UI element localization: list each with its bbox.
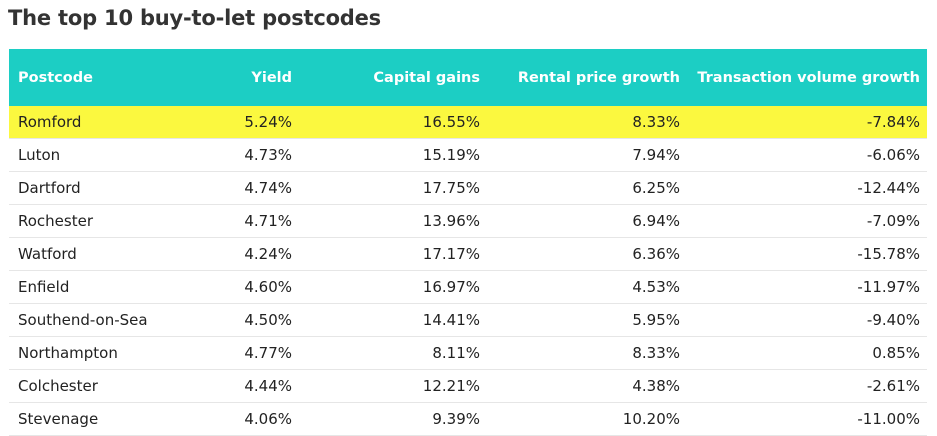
capital-gains-cell: 14.41% (299, 303, 487, 337)
postcode-cell: Rochester (9, 204, 205, 238)
capital-gains-cell: 16.97% (299, 270, 487, 304)
capital-gains-cell: 16.55% (299, 106, 487, 139)
postcode-cell: Southend-on-Sea (9, 303, 205, 337)
postcode-cell: Enfield (9, 270, 205, 304)
transaction-volume-growth-cell: -7.84% (687, 106, 927, 139)
column-header-postcode: Postcode (9, 49, 205, 106)
capital-gains-cell: 15.19% (299, 138, 487, 172)
table-row: Dartford 4.74% 17.75% 6.25% -12.44% (9, 171, 927, 205)
transaction-volume-growth-cell: -11.97% (687, 270, 927, 304)
transaction-volume-growth-cell: -11.00% (687, 402, 927, 436)
transaction-volume-growth-cell: 0.85% (687, 336, 927, 370)
table-row: Watford 4.24% 17.17% 6.36% -15.78% (9, 237, 927, 271)
rental-price-growth-cell: 6.36% (487, 237, 687, 271)
yield-cell: 4.74% (205, 171, 299, 205)
rental-price-growth-cell: 8.33% (487, 106, 687, 139)
postcodes-table: Postcode Yield Capital gains Rental pric… (9, 49, 927, 436)
rental-price-growth-cell: 4.38% (487, 369, 687, 403)
table-row: Luton 4.73% 15.19% 7.94% -6.06% (9, 138, 927, 172)
capital-gains-cell: 12.21% (299, 369, 487, 403)
yield-cell: 4.77% (205, 336, 299, 370)
rental-price-growth-cell: 6.25% (487, 171, 687, 205)
column-header-yield: Yield (205, 49, 299, 106)
yield-cell: 4.06% (205, 402, 299, 436)
column-header-capital-gains: Capital gains (299, 49, 487, 106)
chart-title: The top 10 buy-to-let postcodes (8, 6, 381, 30)
rental-price-growth-cell: 6.94% (487, 204, 687, 238)
column-header-transaction-volume-growth: Transaction volume growth (687, 49, 927, 106)
yield-cell: 4.44% (205, 369, 299, 403)
yield-cell: 4.50% (205, 303, 299, 337)
rental-price-growth-cell: 4.53% (487, 270, 687, 304)
postcode-cell: Watford (9, 237, 205, 271)
rental-price-growth-cell: 5.95% (487, 303, 687, 337)
yield-cell: 4.73% (205, 138, 299, 172)
rental-price-growth-cell: 7.94% (487, 138, 687, 172)
yield-cell: 5.24% (205, 106, 299, 139)
yield-cell: 4.24% (205, 237, 299, 271)
rental-price-growth-cell: 10.20% (487, 402, 687, 436)
transaction-volume-growth-cell: -2.61% (687, 369, 927, 403)
table-row: Rochester 4.71% 13.96% 6.94% -7.09% (9, 204, 927, 238)
column-header-rental-price-growth: Rental price growth (487, 49, 687, 106)
yield-cell: 4.60% (205, 270, 299, 304)
transaction-volume-growth-cell: -7.09% (687, 204, 927, 238)
table-row: Southend-on-Sea 4.50% 14.41% 5.95% -9.40% (9, 303, 927, 337)
table-row: Romford 5.24% 16.55% 8.33% -7.84% (9, 106, 927, 139)
capital-gains-cell: 13.96% (299, 204, 487, 238)
postcode-cell: Romford (9, 106, 205, 139)
postcode-cell: Colchester (9, 369, 205, 403)
transaction-volume-growth-cell: -15.78% (687, 237, 927, 271)
capital-gains-cell: 17.17% (299, 237, 487, 271)
rental-price-growth-cell: 8.33% (487, 336, 687, 370)
table-row: Stevenage 4.06% 9.39% 10.20% -11.00% (9, 402, 927, 436)
table-row: Colchester 4.44% 12.21% 4.38% -2.61% (9, 369, 927, 403)
table-row: Enfield 4.60% 16.97% 4.53% -11.97% (9, 270, 927, 304)
transaction-volume-growth-cell: -9.40% (687, 303, 927, 337)
postcode-cell: Stevenage (9, 402, 205, 436)
capital-gains-cell: 8.11% (299, 336, 487, 370)
yield-cell: 4.71% (205, 204, 299, 238)
table-body: Romford 5.24% 16.55% 8.33% -7.84% Luton 4.73% 1… (9, 106, 927, 436)
capital-gains-cell: 9.39% (299, 402, 487, 436)
table-header-row: Postcode Yield Capital gains Rental pric… (9, 49, 927, 106)
capital-gains-cell: 17.75% (299, 171, 487, 205)
postcode-cell: Luton (9, 138, 205, 172)
postcode-cell: Northampton (9, 336, 205, 370)
postcode-cell: Dartford (9, 171, 205, 205)
transaction-volume-growth-cell: -6.06% (687, 138, 927, 172)
table-row: Northampton 4.77% 8.11% 8.33% 0.85% (9, 336, 927, 370)
transaction-volume-growth-cell: -12.44% (687, 171, 927, 205)
